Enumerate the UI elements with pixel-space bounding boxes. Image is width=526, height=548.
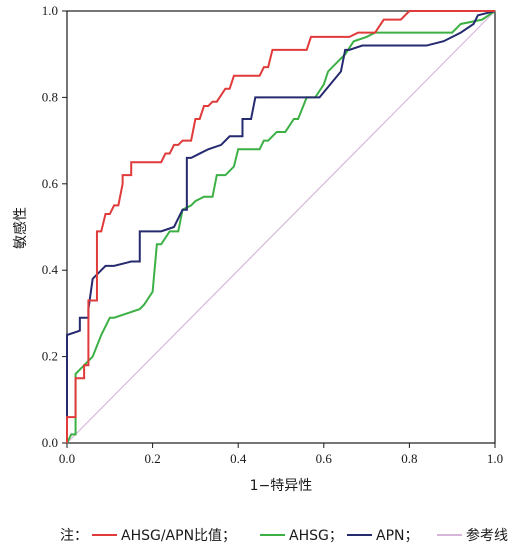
y-tick-label: 0.6 [42,176,59,191]
x-tick-label: 1.0 [487,451,503,466]
axis-ticks: 0.0 0.2 0.4 0.6 0.8 1.0 0.0 0.2 0.4 0.6 0.8 1.0 [42,3,503,466]
y-tick-label: 0.2 [42,349,58,364]
x-tick-label: 0.6 [316,451,333,466]
y-axis-title: 敏感性 [12,207,29,249]
legend-label-reference: 参考线 [466,527,508,544]
legend-label-ahsg: AHSG； [289,528,343,544]
x-tick-label: 0.0 [59,451,75,466]
x-axis-title: 1−特异性 [250,478,313,494]
x-tick-label: 0.2 [144,451,160,466]
y-tick-label: 1.0 [42,3,58,18]
series-layer [66,10,496,444]
y-tick-label: 0.0 [42,435,58,450]
legend: 注： AHSG/APN比值； AHSG； APN； 参考线 [60,527,508,544]
x-tick-label: 0.4 [230,451,247,466]
legend-label-ahsg-apn: AHSG/APN比值； [121,528,236,544]
series-line-ahsg [66,10,496,444]
y-tick-label: 0.4 [42,262,59,277]
legend-label-apn: APN； [376,528,419,544]
series-line-apn [66,10,496,443]
reference-line [66,10,496,444]
x-tick-label: 0.8 [401,451,417,466]
legend-prefix: 注： [60,528,88,544]
y-tick-label: 0.8 [42,89,58,104]
series-line-ahsg-apn-ratio [66,10,495,443]
plot-frame [66,10,496,444]
